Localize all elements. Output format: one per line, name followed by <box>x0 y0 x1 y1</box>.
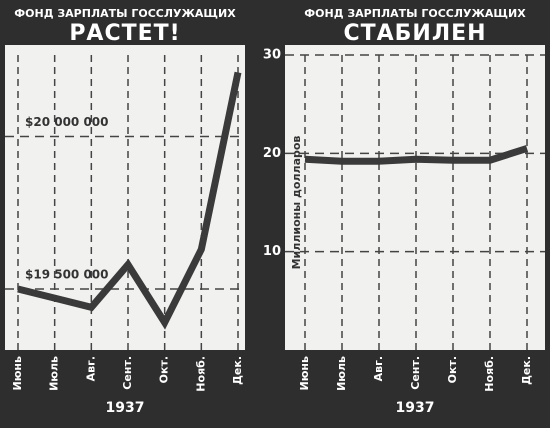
x-tick-label: Авг. <box>372 356 385 381</box>
data-line <box>304 145 529 165</box>
chart-title: ФОНД ЗАРПЛАТЫ ГОССЛУЖАЩИХ <box>304 7 526 20</box>
y-tick-label: $20 000 000 <box>25 115 109 129</box>
x-tick-label: Июль <box>48 356 61 391</box>
y-axis-label: Миллионы долларов <box>290 136 303 270</box>
x-tick-label: Окт. <box>446 356 459 383</box>
plot-panel <box>285 45 545 350</box>
x-axis-label: 1937 <box>106 400 145 416</box>
y-tick-label: 10 <box>263 244 281 259</box>
data-line <box>17 71 242 330</box>
x-tick-label: Нояб. <box>483 356 496 392</box>
x-tick-label: Сент. <box>121 356 134 390</box>
x-tick-label: Дек. <box>520 356 533 385</box>
x-tick-label: Июнь <box>298 356 311 391</box>
chart-subtitle: РАСТЕТ! <box>69 21 180 46</box>
chart-subtitle: СТАБИЛЕН <box>343 21 486 46</box>
y-tick-label: 30 <box>263 48 281 63</box>
x-tick-label: Авг. <box>84 356 97 381</box>
y-tick-label: $19 500 000 <box>25 268 109 282</box>
x-tick-label: Июль <box>335 356 348 391</box>
x-tick-label: Окт. <box>158 356 171 383</box>
x-tick-label: Дек. <box>231 356 244 385</box>
x-axis-label: 1937 <box>396 400 435 416</box>
y-tick-label: 20 <box>263 146 281 161</box>
chart-title: ФОНД ЗАРПЛАТЫ ГОССЛУЖАЩИХ <box>14 7 236 20</box>
x-tick-label: Июнь <box>11 356 24 391</box>
x-tick-label: Сент. <box>409 356 422 390</box>
x-tick-label: Нояб. <box>194 356 207 392</box>
